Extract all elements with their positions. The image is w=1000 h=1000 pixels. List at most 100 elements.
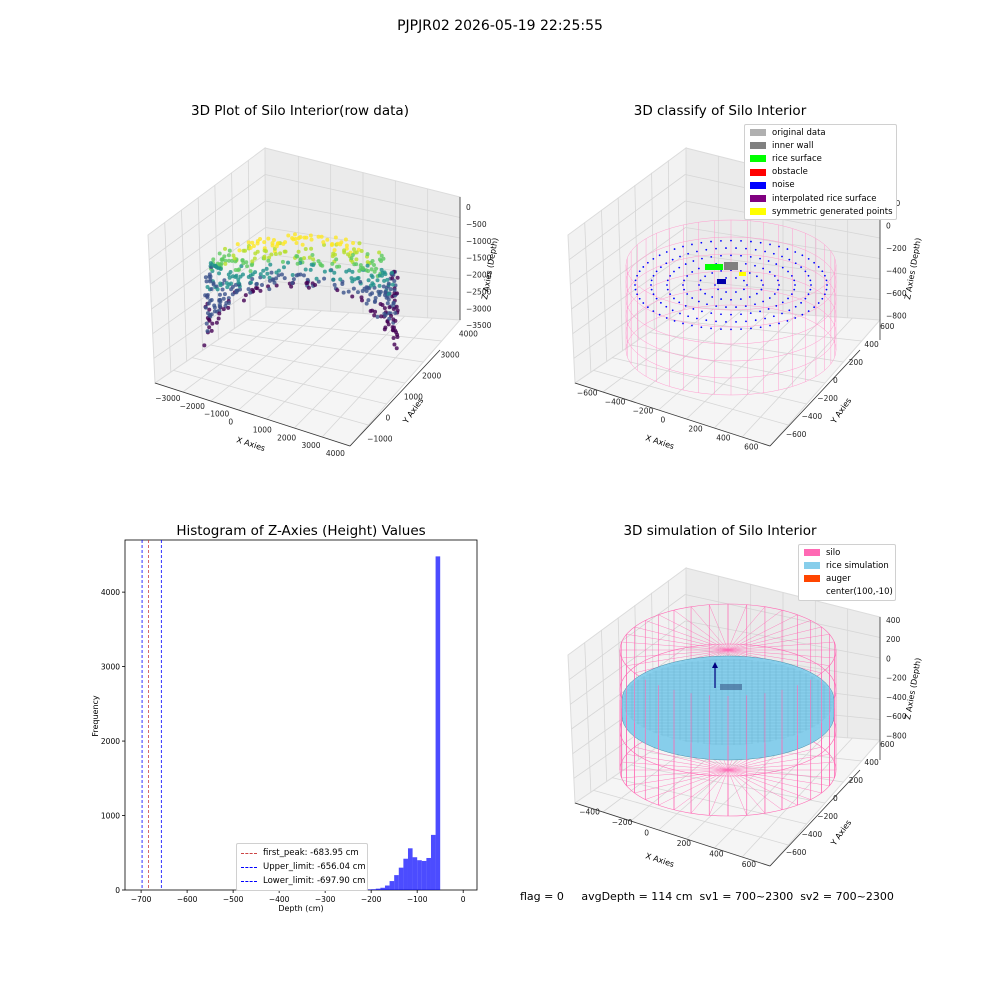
noise-point — [800, 301, 803, 304]
z-tick-label: −1500 — [466, 254, 492, 263]
raw-point — [346, 289, 351, 294]
raw-point — [283, 249, 288, 254]
x-tick-label: −2000 — [180, 402, 206, 411]
raw-point — [372, 299, 377, 304]
silo-roof-spoke — [727, 634, 830, 651]
legend-swatch — [804, 549, 820, 557]
noise-point — [665, 305, 668, 308]
noise-point — [801, 313, 804, 316]
y-tick-label: 3000 — [441, 351, 460, 360]
noise-point — [743, 279, 745, 282]
noise-point — [642, 266, 645, 268]
raw-point — [229, 281, 234, 286]
raw-point — [385, 277, 390, 282]
legend-item-auger: auger — [799, 572, 895, 585]
histogram-bar — [403, 858, 408, 890]
simulation-legend: silo rice simulation auger center(100,-1… — [798, 544, 896, 601]
noise-point — [801, 254, 804, 257]
y-tick-label: 600 — [880, 740, 895, 749]
noise-point — [652, 293, 655, 296]
raw-point — [383, 325, 388, 330]
raw-point — [204, 279, 209, 284]
grid-line — [570, 200, 686, 285]
raw-point — [250, 277, 255, 282]
noise-point — [683, 279, 685, 282]
raw-point — [222, 254, 227, 259]
noise-point — [750, 327, 752, 330]
raw-point — [262, 248, 267, 253]
raw-point — [209, 287, 214, 292]
noise-point — [748, 296, 751, 298]
raw-point — [217, 251, 222, 256]
noise-point — [749, 255, 752, 258]
noise-point — [682, 322, 684, 325]
y-tick-label: 1000 — [101, 812, 120, 821]
raw-point — [217, 297, 222, 302]
noise-point — [764, 317, 766, 320]
raw-point — [222, 278, 227, 283]
silo-floor-spoke — [658, 769, 729, 806]
noise-point — [772, 252, 775, 255]
noise-point — [652, 258, 655, 260]
raw-point — [349, 256, 354, 261]
raw-point — [267, 287, 272, 292]
raw-point — [258, 272, 263, 277]
legend-item-inner-wall: inner wall — [745, 139, 896, 152]
noise-point — [701, 257, 703, 260]
raw-point — [386, 281, 391, 286]
x-tick-label: 200 — [688, 425, 703, 434]
raw-point — [358, 279, 363, 284]
raw-point — [246, 274, 251, 279]
legend-swatch — [804, 588, 820, 596]
raw-point — [383, 289, 388, 294]
raw-point — [395, 334, 400, 339]
raw-point — [211, 281, 216, 286]
silo-floor-spoke — [634, 746, 729, 771]
noise-point — [740, 328, 742, 331]
noise-point — [725, 277, 727, 279]
raw-point — [322, 269, 327, 274]
x-tick-label: −500 — [223, 895, 244, 904]
z-tick-label: 0 — [886, 221, 891, 230]
raw-point — [237, 267, 242, 272]
x-tick-label: −600 — [577, 389, 598, 398]
grid-line — [150, 200, 266, 285]
raw-point — [377, 250, 382, 255]
noise-point — [735, 277, 737, 279]
raw-point — [358, 263, 363, 268]
noise-cluster — [717, 279, 726, 284]
raw-point — [270, 243, 275, 248]
raw-point — [306, 285, 311, 290]
x-tick-label: 600 — [744, 443, 759, 452]
raw-point — [243, 293, 248, 298]
noise-point — [665, 251, 668, 253]
noise-point — [759, 326, 762, 329]
raw-point — [391, 325, 396, 330]
raw-point — [370, 259, 375, 264]
silo-roof-spoke — [727, 626, 822, 651]
noise-point — [817, 266, 820, 268]
raw-point — [372, 313, 377, 318]
noise-point — [725, 321, 727, 323]
noise-point — [740, 239, 742, 242]
raw-point — [304, 235, 309, 240]
raw-point — [262, 256, 267, 261]
silo-roof-spoke — [673, 610, 729, 651]
silo-roof-spoke — [727, 620, 811, 651]
raw-point — [372, 269, 377, 274]
raw-point — [218, 283, 223, 288]
noise-point — [813, 306, 816, 309]
raw-point — [379, 259, 384, 264]
histogram-bar — [375, 888, 381, 890]
raw-point — [204, 321, 209, 326]
raw-point — [384, 285, 389, 290]
raw-point — [223, 261, 228, 266]
noise-point — [790, 274, 793, 277]
noise-point — [730, 328, 732, 331]
noise-point — [696, 317, 698, 320]
noise-point — [754, 303, 756, 306]
y-tick-label: −1000 — [367, 435, 393, 444]
legend-swatch — [750, 129, 766, 137]
raw-point — [251, 244, 256, 249]
raw-point — [212, 264, 217, 269]
